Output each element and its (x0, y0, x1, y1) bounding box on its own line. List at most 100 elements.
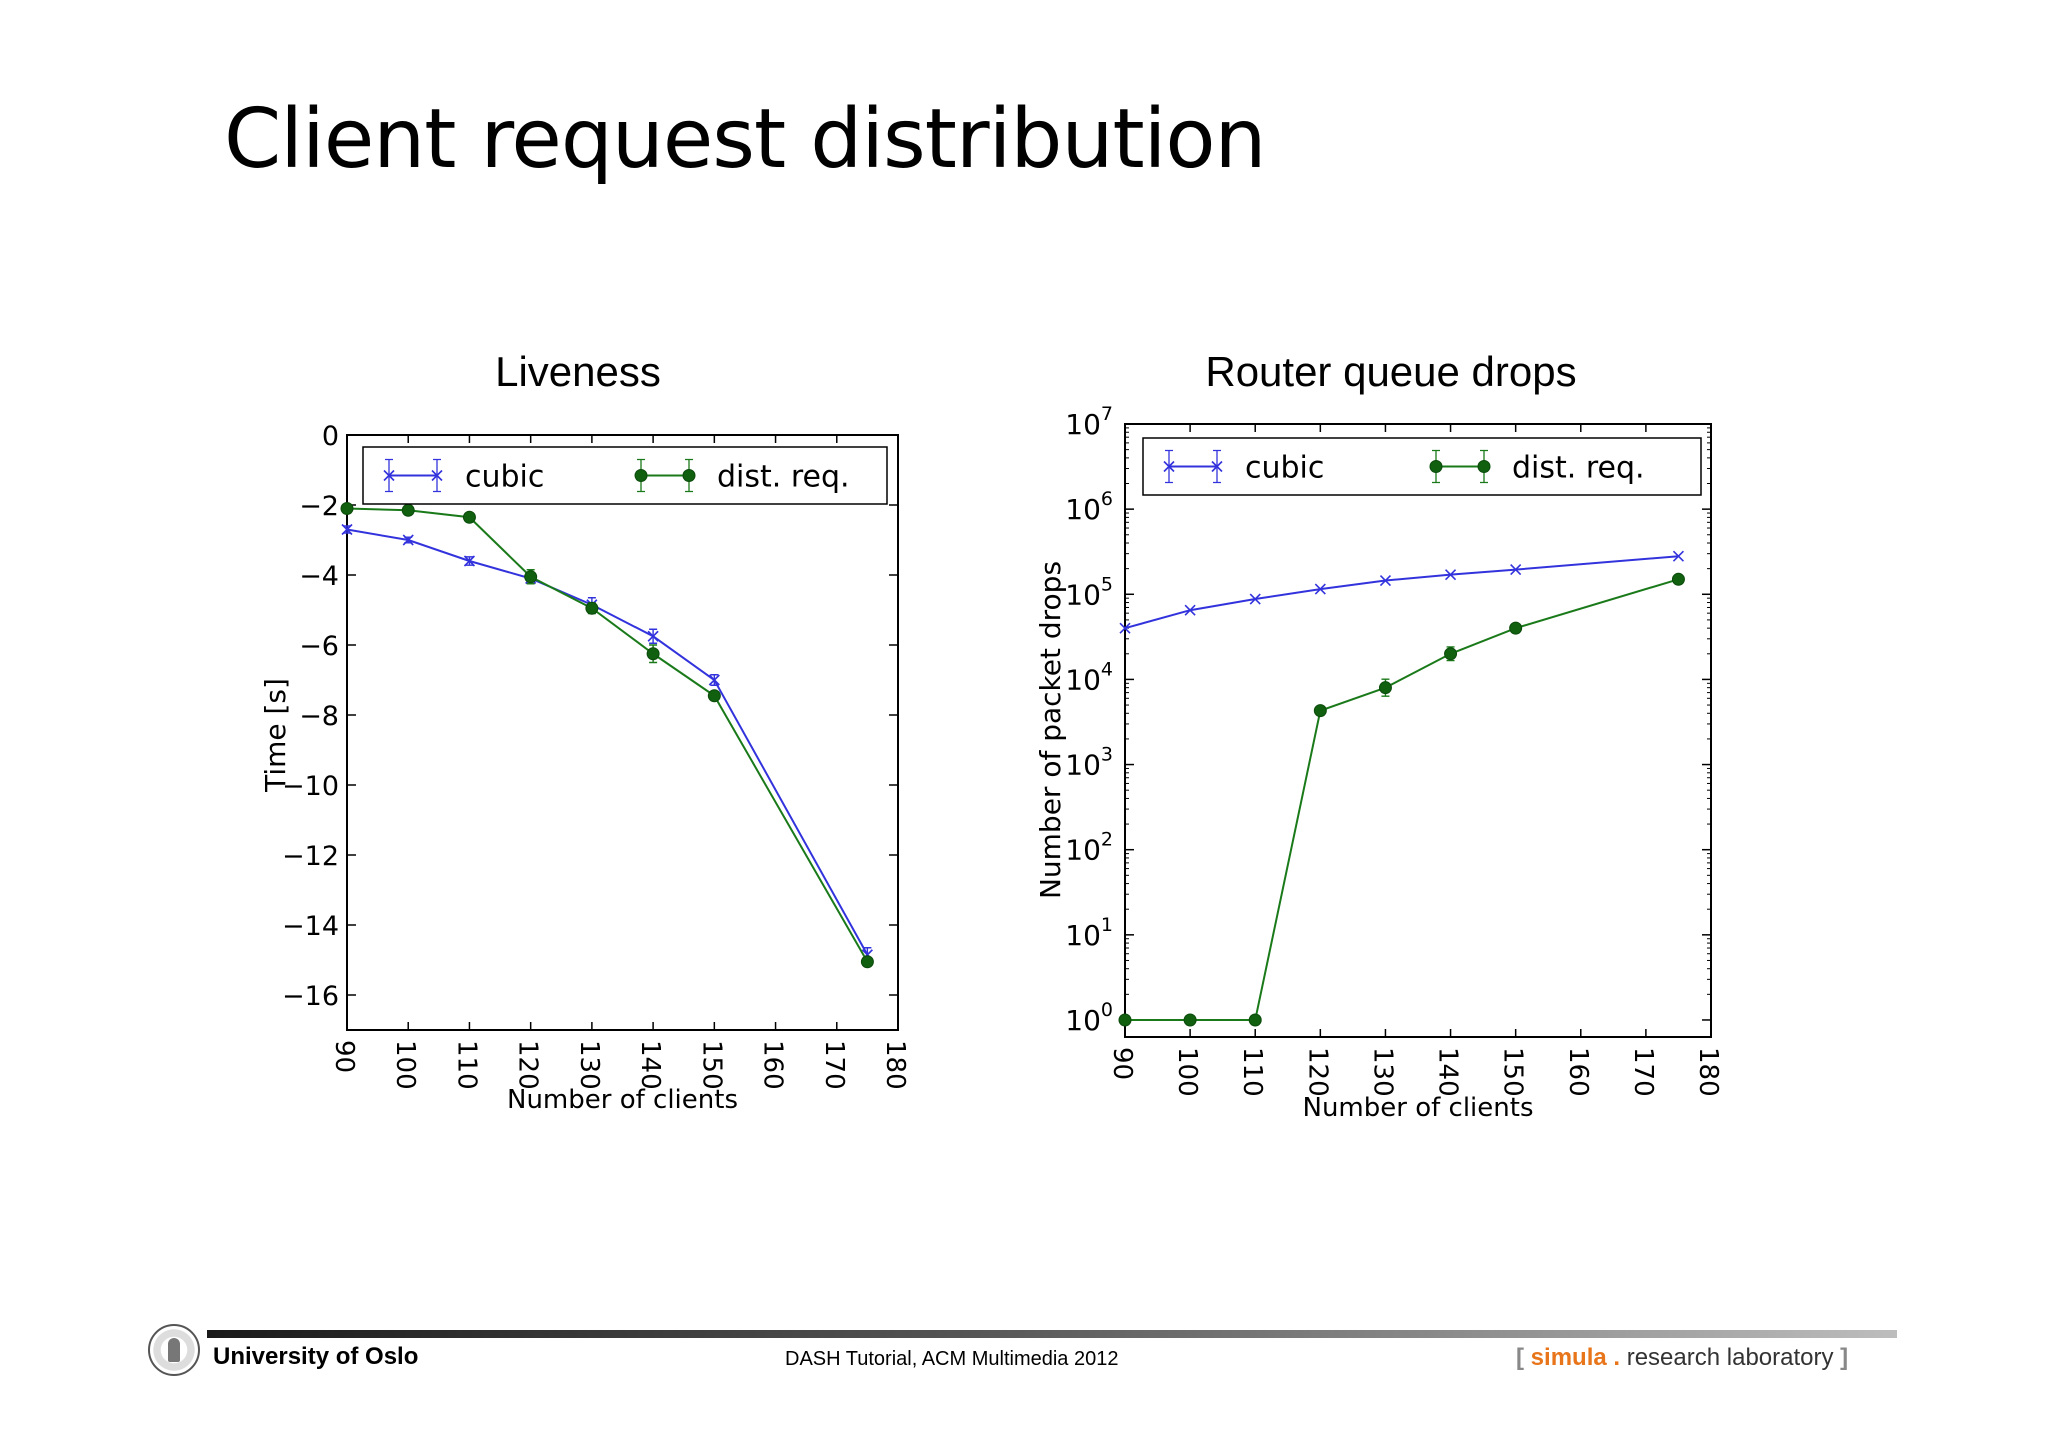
data-point-dist-req (1313, 704, 1327, 718)
data-point-dist-req (401, 503, 415, 517)
legend-entry-dist-req: dist. req. (1429, 449, 1645, 486)
legend-label: cubic (465, 460, 544, 495)
y-tick-exponent: 0 (1101, 999, 1113, 1021)
y-axis-label: Number of packet drops (1034, 561, 1067, 899)
series-cubic (1119, 550, 1685, 634)
series-dist-req (1118, 572, 1685, 1027)
legend-label: dist. req. (717, 460, 850, 495)
series-dist-req (340, 502, 874, 969)
plot-frame (1124, 423, 1712, 1038)
data-point-cubic (1314, 583, 1326, 595)
footer-bar (207, 1330, 1897, 1338)
data-point-cubic (341, 523, 353, 536)
x-tick-label: 150 (1498, 1047, 1528, 1097)
data-point-dist-req (1509, 621, 1523, 635)
plot-frame (346, 434, 899, 1031)
data-point-dist-req (340, 502, 354, 515)
legend-marker-dist-req (1477, 460, 1491, 473)
legend-marker-cubic (383, 469, 395, 482)
data-point-dist-req (1671, 572, 1685, 586)
y-tick-label: −6 (299, 631, 339, 662)
x-tick-label: 130 (1367, 1047, 1397, 1097)
lab-dot: . (1613, 1344, 1621, 1371)
y-tick-label: 100 (1065, 999, 1113, 1037)
data-point-dist-req (1444, 647, 1458, 661)
footer-university: University of Oslo (213, 1343, 419, 1370)
x-tick-label: 160 (1563, 1047, 1593, 1097)
x-tick-label: 110 (451, 1040, 481, 1090)
y-tick-label: 105 (1065, 573, 1113, 611)
x-tick-label: 100 (390, 1040, 420, 1090)
data-point-cubic (1184, 604, 1196, 616)
x-tick-label: 170 (1628, 1047, 1658, 1097)
y-tick-label: −14 (282, 911, 339, 942)
y-tick-label: −12 (282, 841, 339, 872)
y-tick-exponent: 6 (1101, 488, 1113, 510)
series-line (346, 507, 869, 963)
legend-entry-cubic: cubic (1163, 449, 1324, 486)
chart-title: Router queue drops (1205, 348, 1576, 395)
lab-bracket-open: [ (1516, 1344, 1524, 1371)
x-tick-label: 150 (696, 1040, 726, 1090)
y-tick-label: −10 (282, 771, 339, 802)
data-point-dist-req (860, 955, 874, 969)
legend-marker-cubic (1163, 460, 1175, 473)
data-point-cubic (1444, 569, 1457, 581)
legend-entry-dist-req: dist. req. (634, 458, 850, 495)
x-tick-label: 140 (1433, 1047, 1463, 1097)
footer-event: DASH Tutorial, ACM Multimedia 2012 (785, 1348, 1119, 1370)
y-tick-label: −2 (299, 491, 339, 522)
x-tick-label: 90 (329, 1040, 359, 1073)
data-point-cubic (1379, 574, 1392, 587)
lab-rest: research laboratory (1626, 1344, 1834, 1371)
data-point-dist-req (1118, 1013, 1132, 1027)
y-tick-exponent: 7 (1101, 403, 1113, 425)
x-tick-label: 180 (880, 1040, 910, 1090)
series-line (1125, 578, 1679, 1021)
x-tick-label: 140 (635, 1040, 665, 1090)
legend-label: dist. req. (1512, 451, 1645, 486)
lab-brand: simula (1530, 1344, 1607, 1371)
y-tick-label: 104 (1065, 658, 1113, 696)
y-tick-label: 106 (1065, 488, 1113, 526)
data-point-cubic (402, 534, 414, 546)
data-point-cubic (463, 555, 476, 567)
x-tick-label: 90 (1107, 1047, 1137, 1080)
footer-lab-logo: [ simula . research laboratory ] (1516, 1344, 1848, 1372)
data-point-cubic (708, 674, 720, 686)
legend-marker-dist-req (1429, 460, 1443, 473)
y-tick-exponent: 5 (1101, 573, 1113, 595)
legend: cubic dist. req. (362, 446, 888, 505)
x-tick-label: 120 (513, 1040, 543, 1090)
data-point-dist-req (524, 570, 538, 584)
y-tick-exponent: 4 (1101, 658, 1113, 680)
chart-0: Liveness 90 100 110 120 130 140 150 160 170 180 0 −2… (259, 348, 910, 1115)
data-point-dist-req (1183, 1013, 1197, 1027)
y-tick-exponent: 3 (1101, 744, 1113, 766)
legend-marker-cubic (1211, 460, 1223, 473)
slide-title: Client request distribution (224, 92, 1267, 187)
legend-label: cubic (1245, 451, 1324, 486)
x-tick-label: 160 (758, 1040, 788, 1090)
y-tick-label: 102 (1065, 829, 1113, 867)
legend-entry-cubic: cubic (383, 458, 544, 495)
legend-box (362, 446, 888, 505)
x-axis-label: Number of clients (507, 1085, 738, 1115)
series-line (1124, 555, 1679, 630)
data-point-dist-req (1378, 681, 1392, 695)
x-tick-label: 130 (574, 1040, 604, 1090)
lab-bracket-close: ] (1840, 1344, 1849, 1371)
x-tick-label: 100 (1172, 1047, 1202, 1097)
data-point-cubic (647, 630, 659, 642)
chart-title: Liveness (495, 348, 661, 395)
data-point-cubic (1119, 622, 1131, 634)
data-point-dist-req (707, 689, 721, 703)
data-point-cubic (1672, 550, 1685, 562)
y-tick-label: −16 (282, 981, 339, 1012)
legend-marker-cubic (431, 469, 443, 482)
y-tick-exponent: 1 (1101, 914, 1113, 936)
legend-box (1142, 437, 1702, 496)
y-tick-label: −8 (299, 701, 339, 732)
data-point-dist-req (646, 647, 660, 661)
